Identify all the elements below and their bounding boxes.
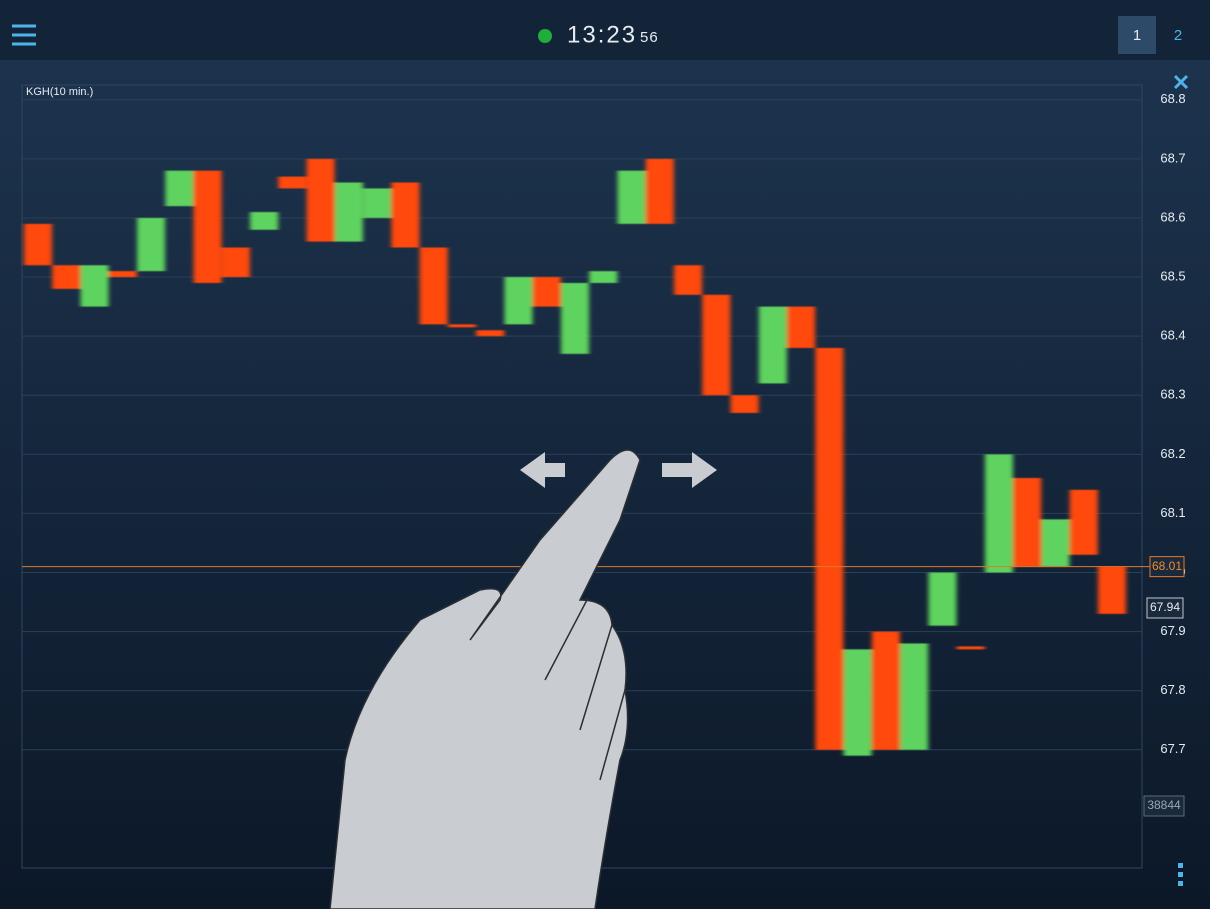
top-bar: [0, 0, 1210, 60]
candle: [532, 277, 561, 307]
candle: [617, 170, 646, 224]
swipe-gesture: [329, 449, 717, 909]
y-tick-label: 67.8: [1160, 682, 1185, 697]
y-tick-label: 67.9: [1160, 623, 1185, 638]
candle: [956, 646, 985, 650]
last-price-box: [1149, 556, 1185, 578]
volume-label: 38844: [1147, 798, 1181, 812]
candle: [984, 454, 1013, 573]
y-tick-label: 68.7: [1160, 150, 1185, 165]
candle: [702, 294, 731, 396]
candle: [1069, 489, 1098, 555]
candle: [758, 306, 787, 384]
candle: [363, 188, 392, 218]
y-tick-label: 68.4: [1160, 328, 1185, 343]
y-tick-label: 68.6: [1160, 209, 1185, 224]
candle: [80, 265, 109, 307]
more-button[interactable]: [1178, 863, 1183, 886]
candle: [730, 395, 759, 413]
clock-seconds: 56: [640, 29, 659, 46]
candle: [165, 170, 194, 207]
chart-title: KGH(10 min.): [26, 86, 93, 98]
candle: [193, 170, 222, 283]
candle: [900, 643, 929, 750]
candle: [1041, 519, 1070, 567]
candle: [391, 182, 420, 248]
status-dot: [538, 29, 552, 43]
candle: [24, 223, 52, 266]
candle: [871, 631, 900, 750]
candle: [504, 277, 533, 325]
candle: [843, 649, 872, 756]
candle: [221, 247, 250, 278]
candle: [1013, 477, 1042, 567]
candle: [108, 271, 137, 278]
candle: [137, 217, 166, 272]
candle: [1098, 566, 1126, 614]
candle: [334, 182, 363, 242]
y-tick-label: 68.2: [1160, 446, 1185, 461]
candle: [278, 176, 307, 189]
candle: [674, 265, 703, 295]
tab-label[interactable]: 2: [1174, 27, 1182, 44]
candle: [645, 158, 674, 224]
candle: [306, 158, 335, 242]
y-tick-label: 68.1: [1160, 505, 1185, 520]
candle: [250, 212, 279, 230]
y-tick-label: 68.3: [1160, 387, 1185, 402]
y-tick-label: 67.7: [1160, 741, 1185, 756]
candle: [589, 271, 618, 283]
candle: [419, 247, 448, 325]
y-tick-label: 68.5: [1160, 268, 1185, 283]
tab-label: 1: [1133, 27, 1141, 44]
candle: [787, 306, 816, 348]
candle: [476, 330, 505, 337]
candle: [52, 265, 81, 289]
candle: [561, 282, 589, 354]
candle: [815, 347, 844, 750]
prev-price-label: 67.94: [1150, 600, 1180, 614]
last-price-label: 68.01: [1152, 559, 1182, 573]
tab-1[interactable]: [1118, 16, 1156, 54]
close-button[interactable]: [1173, 74, 1189, 90]
clock: 13:23: [567, 21, 637, 48]
y-tick-label: 68.8: [1160, 91, 1185, 106]
candle: [928, 572, 957, 626]
menu-button[interactable]: [12, 24, 36, 46]
volume-box: [1143, 795, 1185, 817]
prev-price-box: [1146, 597, 1184, 619]
candle: [447, 324, 476, 328]
